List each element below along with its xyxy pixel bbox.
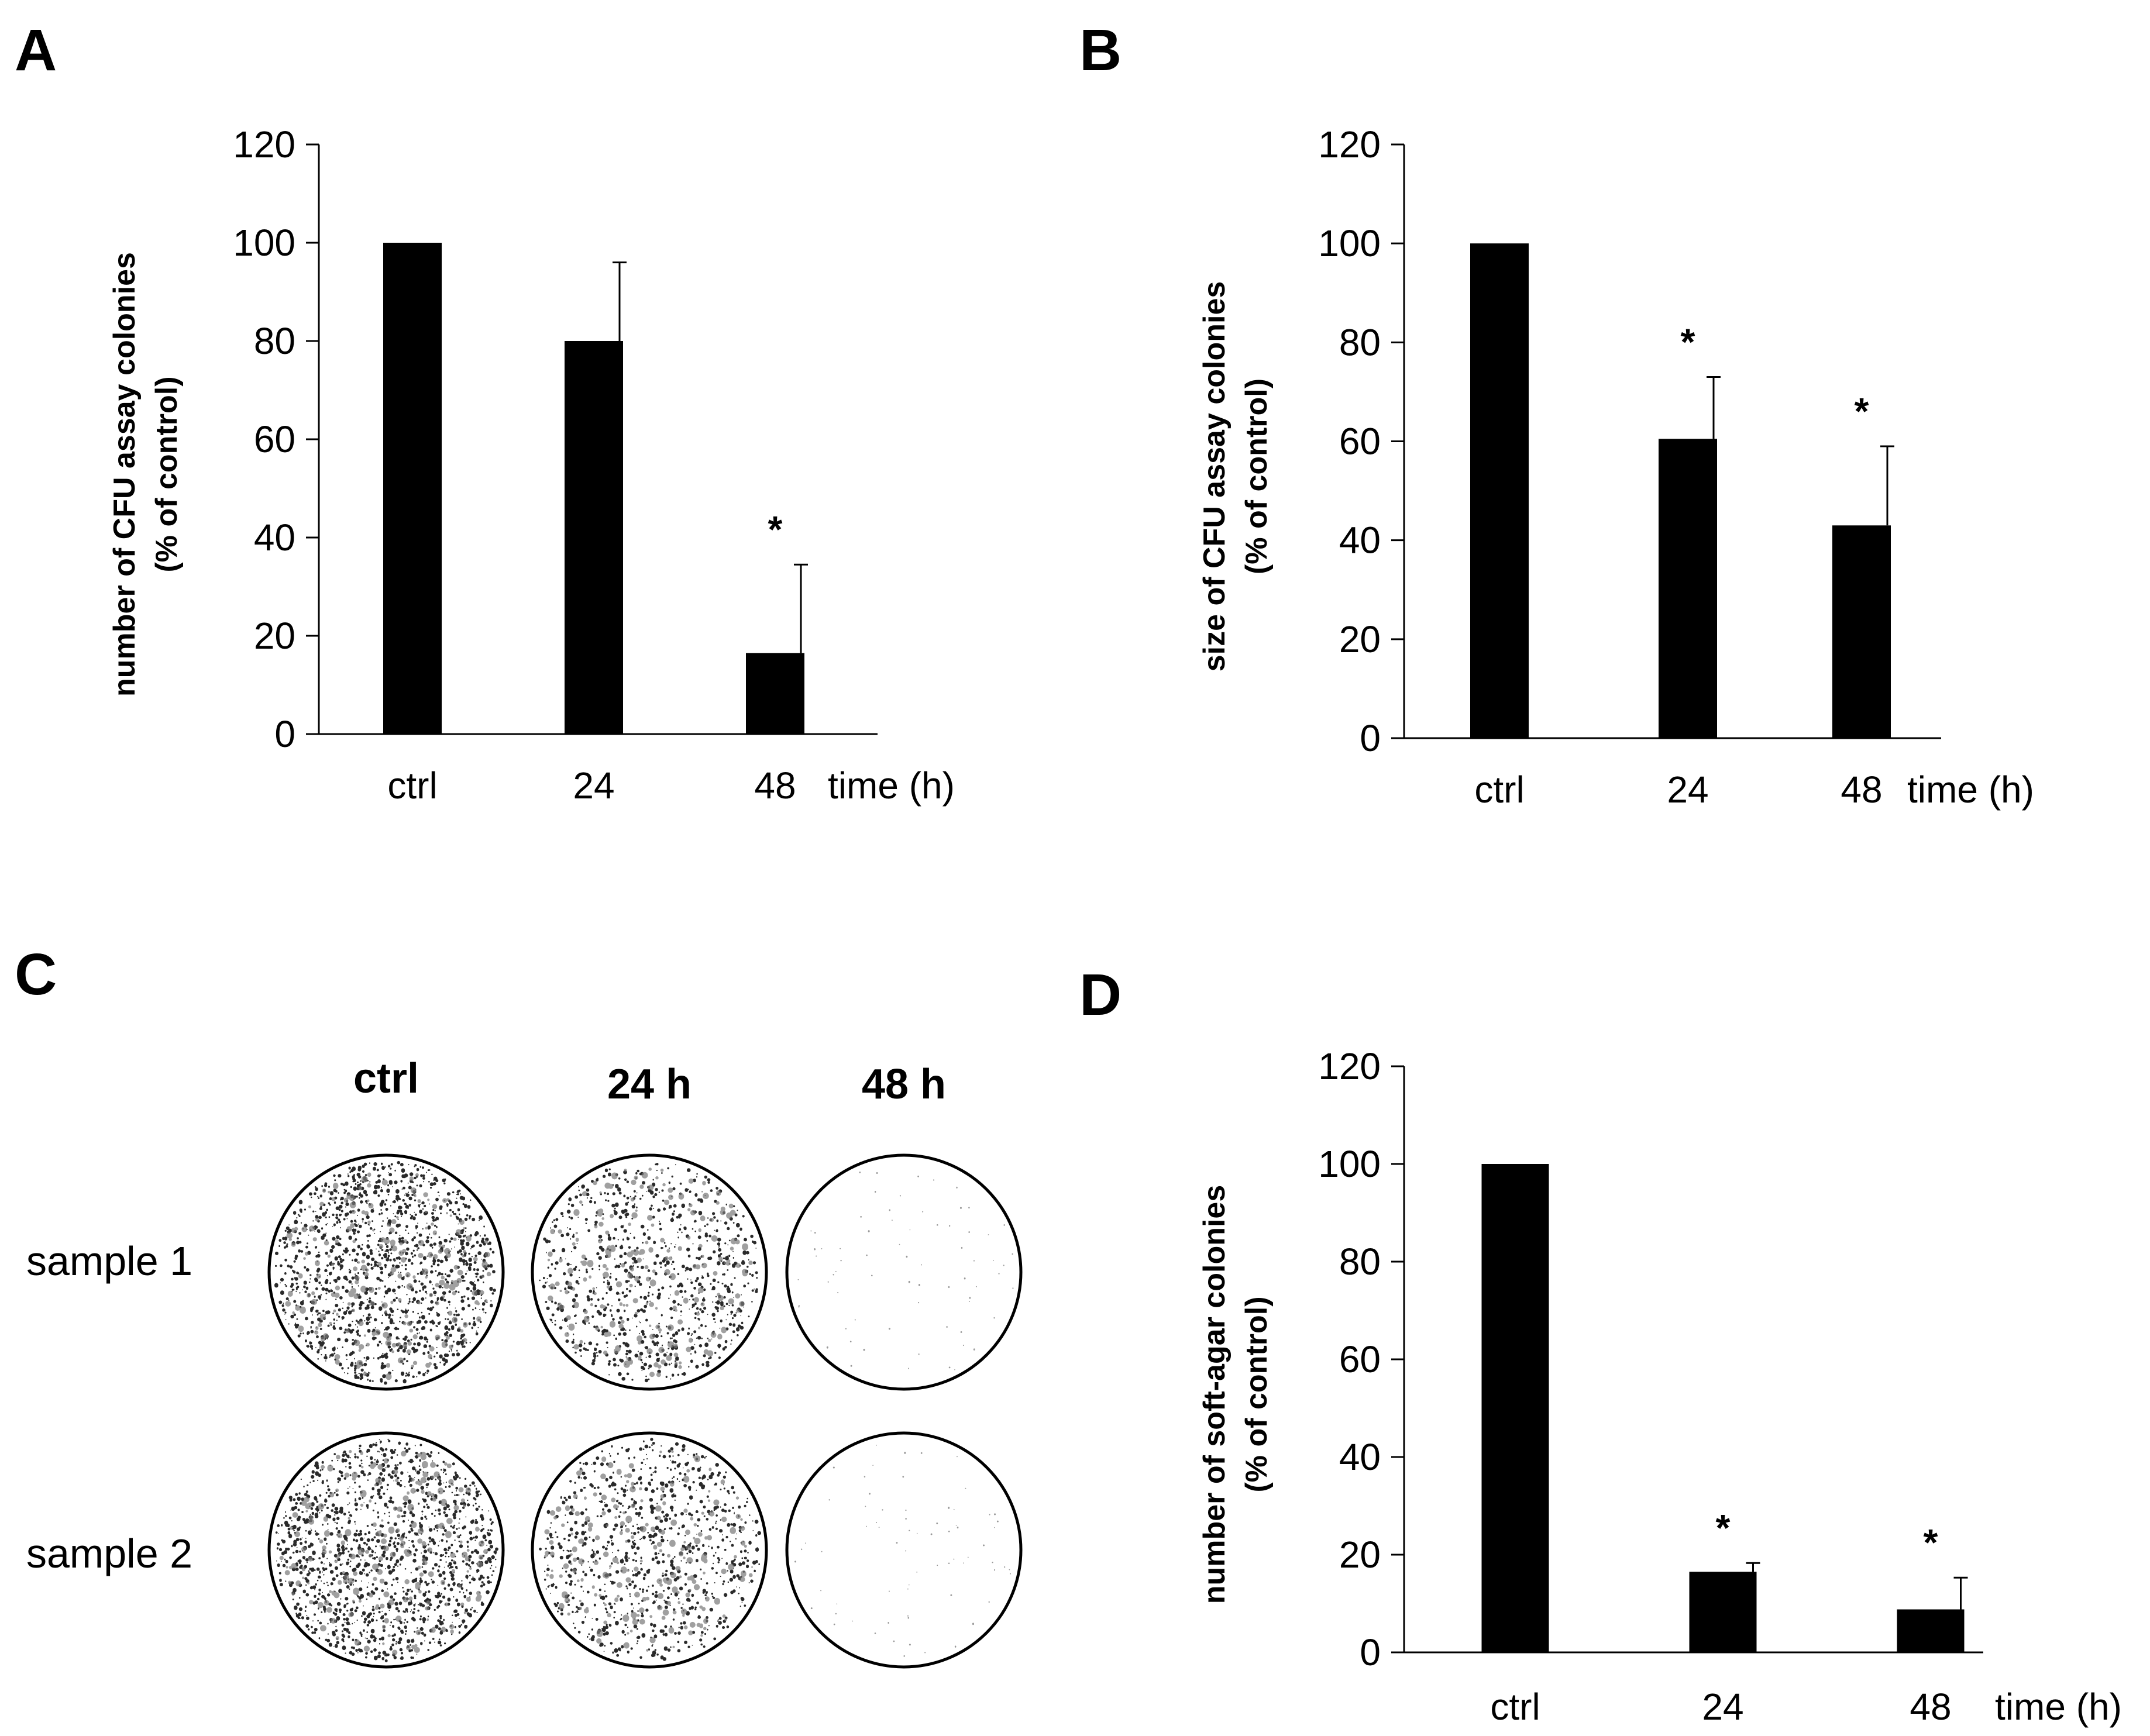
petri-dish-outline (531, 1431, 768, 1669)
chart-a-x-tick-label-24: 24 (573, 764, 614, 807)
chart-b-y-tick-label: 60 (1339, 421, 1381, 463)
chart-a-y-axis-title-line: (% of control) (150, 376, 184, 572)
petri-dish-sample-1-48h (785, 1153, 1023, 1391)
chart-b-y-tick-label: 80 (1339, 321, 1381, 363)
chart-d-x-tick-label-ctrl: ctrl (1490, 1686, 1540, 1728)
petri-dish-sample-2-24h (531, 1431, 768, 1669)
chart-a-y-tick-label: 120 (233, 123, 295, 166)
chart-a-y-tick-label: 60 (254, 418, 295, 460)
chart-b-bar-24 (1659, 439, 1717, 738)
panel-letter-a: A (15, 18, 57, 83)
chart-b-x-tick-label-48: 48 (1841, 769, 1882, 811)
chart-d-y-tick-label: 0 (1360, 1631, 1381, 1673)
chart-a-x-tick-label-48: 48 (754, 764, 796, 807)
chart-a-y-tick-label: 0 (274, 713, 295, 755)
chart-a-y-tick-label: 40 (254, 516, 295, 559)
panel-letter-c: C (15, 942, 57, 1007)
chart-b-y-tick-label: 40 (1339, 519, 1381, 562)
chart-a-y-tick-label: 100 (233, 222, 295, 264)
chart-b-y-tick-label: 120 (1318, 123, 1381, 166)
colony-photo-panel: ctrl 24 h 48 h sample 1 sample 2 (26, 1055, 1023, 1669)
chart-d-bar-ctrl (1481, 1164, 1549, 1652)
petri-dish-outline (785, 1153, 1023, 1391)
colony-speckles (274, 1160, 496, 1385)
chart-d-y-axis-title-line: number of soft-agar colonies (1198, 1185, 1231, 1604)
chart-d-bar-24 (1689, 1572, 1757, 1652)
chart-b-y-tick-label: 100 (1318, 222, 1381, 264)
chart-b-significance-24: * (1681, 321, 1695, 363)
chart-d-significance-48: * (1924, 1521, 1938, 1563)
colony-clusters (285, 1172, 491, 1380)
chart-d-y-tick-label: 80 (1339, 1241, 1381, 1283)
chart-b: 0 20 40 60 80 100 120 ctrl * 24 * 48 time (h) size of… (1198, 123, 2034, 811)
chart-a-y-tick-label: 80 (254, 320, 295, 362)
chart-b-x-axis-title: time (h) (1907, 769, 2034, 811)
colony-speckles (275, 1438, 498, 1662)
photo-row-header-sample-2: sample 2 (26, 1531, 192, 1576)
chart-a-y-tick-label: 20 (254, 615, 295, 657)
colony-speckles (539, 1163, 758, 1383)
chart-b-x-tick-label-ctrl: ctrl (1474, 769, 1524, 811)
chart-b-significance-48: * (1855, 390, 1869, 432)
petri-dish-sample-1-ctrl (267, 1153, 505, 1391)
petri-dish-outline (531, 1153, 768, 1391)
chart-b-y-tick-label: 20 (1339, 618, 1381, 660)
chart-d-y-tick-label: 40 (1339, 1436, 1381, 1478)
chart-d-significance-24: * (1716, 1507, 1731, 1549)
colony-clusters (547, 1167, 753, 1377)
chart-a-bar-24 (565, 341, 623, 734)
chart-d-x-axis-title: time (h) (1995, 1686, 2122, 1728)
chart-b-y-tick-label: 0 (1360, 717, 1381, 759)
chart-b-bar-ctrl (1470, 243, 1529, 739)
chart-d-y-axis-title: number of soft-agar colonies (% of contro… (1198, 1185, 1274, 1604)
chart-a-y-axis-title-line: number of CFU assay colonies (108, 252, 142, 697)
petri-dish-sample-1-24h (531, 1153, 768, 1391)
chart-a-bar-48 (746, 653, 804, 734)
chart-d-y-tick-label: 100 (1318, 1143, 1381, 1185)
panel-letter-b: B (1079, 18, 1122, 83)
chart-a-y-axis-title: number of CFU assay colonies (% of contro… (108, 252, 184, 697)
chart-b-y-axis-title-line: size of CFU assay colonies (1198, 281, 1231, 672)
chart-a-x-tick-label-ctrl: ctrl (387, 764, 437, 807)
chart-d-y-axis-title-line: (% of control) (1240, 1296, 1274, 1492)
chart-b-y-axis-title-line: (% of control) (1240, 378, 1274, 574)
chart-d-bar-48 (1897, 1609, 1965, 1652)
chart-d: 0 20 40 60 80 100 120 ctrl * 24 * 48 time (h) number … (1198, 1045, 2122, 1728)
photo-column-header-48h: 48 h (862, 1061, 946, 1108)
chart-d-x-tick-label-48: 48 (1910, 1686, 1951, 1728)
chart-a-x-axis-title: time (h) (828, 764, 955, 807)
petri-dish-sample-2-ctrl (267, 1431, 505, 1669)
petri-dish-outline (785, 1431, 1023, 1669)
chart-b-y-axis-title: size of CFU assay colonies (% of control) (1198, 281, 1274, 672)
chart-d-y-tick-label: 20 (1339, 1534, 1381, 1576)
chart-d-x-tick-label-24: 24 (1702, 1686, 1743, 1728)
petri-dish-outline (267, 1153, 505, 1391)
petri-dish-sample-2-48h (785, 1431, 1023, 1669)
chart-d-y-tick-label: 120 (1318, 1045, 1381, 1087)
chart-b-bar-48 (1832, 525, 1891, 738)
photo-row-header-sample-1: sample 1 (26, 1238, 192, 1284)
chart-a-bar-ctrl (383, 243, 442, 734)
petri-dishes (267, 1153, 1023, 1669)
chart-b-x-tick-label-24: 24 (1667, 769, 1708, 811)
chart-a-significance-48: * (768, 508, 783, 550)
photo-column-header-24h: 24 h (607, 1061, 692, 1108)
chart-a: 0 20 40 60 80 100 120 ctrl 24 * 48 time (h) number o… (108, 123, 955, 807)
colony-speckles (539, 1438, 761, 1661)
panel-letter-d: D (1079, 962, 1122, 1028)
chart-d-y-tick-label: 60 (1339, 1338, 1381, 1380)
photo-column-header-ctrl: ctrl (353, 1055, 419, 1102)
